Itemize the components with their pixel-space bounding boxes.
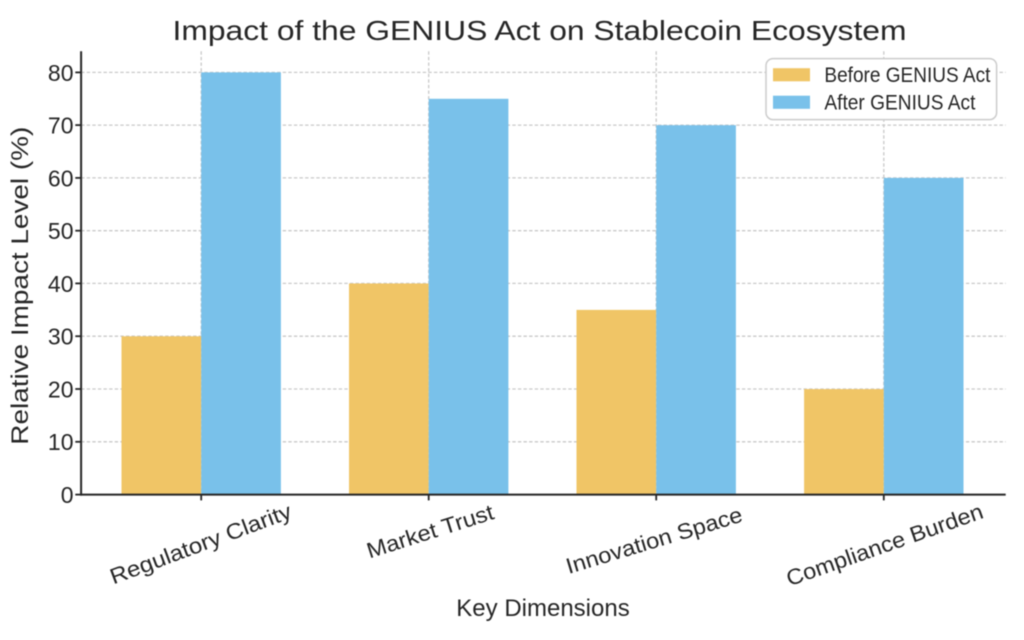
svg-text:80: 80 [48,60,74,86]
svg-text:40: 40 [48,271,74,297]
svg-text:0: 0 [61,482,74,508]
svg-text:10: 10 [48,429,74,455]
svg-text:20: 20 [48,376,74,402]
svg-text:Key Dimensions: Key Dimensions [456,595,629,622]
svg-text:50: 50 [48,218,74,244]
svg-text:70: 70 [48,113,74,139]
svg-text:Relative Impact Level (%): Relative Impact Level (%) [7,127,34,445]
svg-text:After GENIUS Act: After GENIUS Act [824,92,975,115]
svg-text:Impact of the GENIUS Act on St: Impact of the GENIUS Act on Stablecoin E… [173,15,907,46]
svg-text:Before GENIUS Act: Before GENIUS Act [824,64,990,87]
svg-text:30: 30 [48,324,74,350]
svg-text:60: 60 [48,165,74,191]
